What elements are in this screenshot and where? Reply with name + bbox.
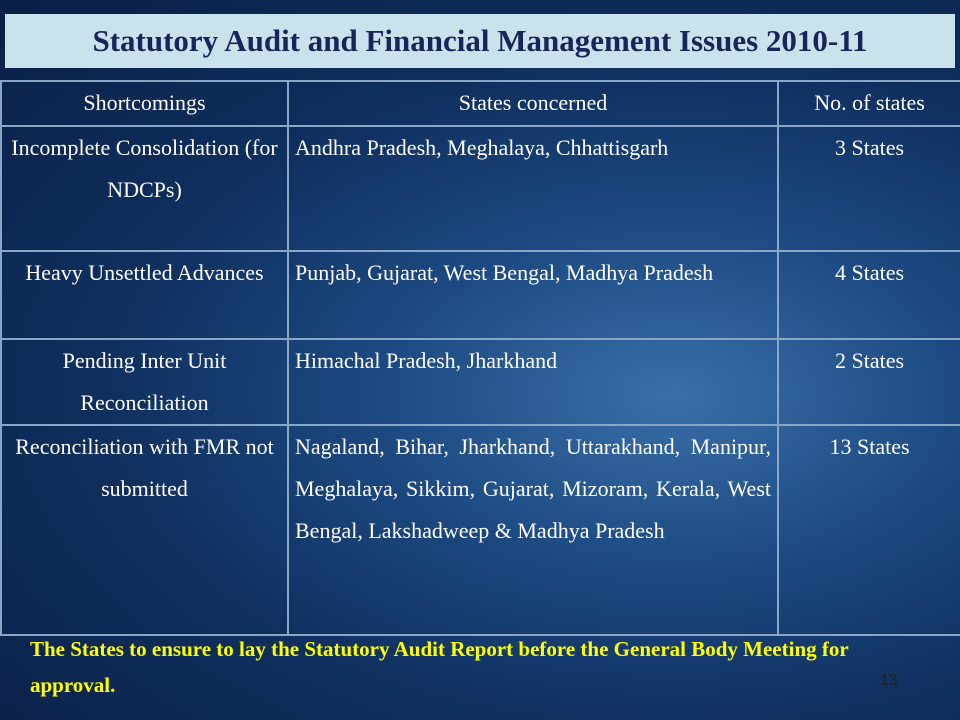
table-row: Pending Inter Unit Reconciliation Himacha… [0, 338, 960, 426]
table-row: Incomplete Consolidation (for NDCPs) Andh… [0, 125, 960, 252]
table-cell: Punjab, Gujarat, West Bengal, Madhya Pra… [287, 250, 779, 340]
header-row: Shortcomings States concerned No. of sta… [0, 80, 960, 127]
table-cell: 4 States [777, 250, 960, 340]
table-cell: Incomplete Consolidation (for NDCPs) [0, 125, 289, 252]
table-cell: 2 States [777, 338, 960, 426]
table-row: Reconciliation with FMR not submitted Nag… [0, 424, 960, 636]
column-header: States concerned [287, 80, 779, 127]
column-header: No. of states [777, 80, 960, 127]
slide-title: Statutory Audit and Financial Management… [5, 14, 955, 68]
footer-note: The States to ensure to lay the Statutor… [30, 637, 849, 697]
table-cell: Himachal Pradesh, Jharkhand [287, 338, 779, 426]
table-row: Heavy Unsettled Advances Punjab, Gujarat,… [0, 250, 960, 340]
column-header: Shortcomings [0, 80, 289, 127]
table-cell: Nagaland, Bihar, Jharkhand, Uttarakhand,… [287, 424, 779, 636]
table-cell: 13 States [777, 424, 960, 636]
table: Shortcomings States concerned No. of sta… [0, 80, 960, 636]
table-cell: Pending Inter Unit Reconciliation [0, 338, 289, 426]
table-cell: Reconciliation with FMR not submitted [0, 424, 289, 636]
table-cell: Heavy Unsettled Advances [0, 250, 289, 340]
table-cell: 3 States [777, 125, 960, 252]
page-number: 13 [880, 672, 898, 689]
table-cell: Andhra Pradesh, Meghalaya, Chhattisgarh [287, 125, 779, 252]
